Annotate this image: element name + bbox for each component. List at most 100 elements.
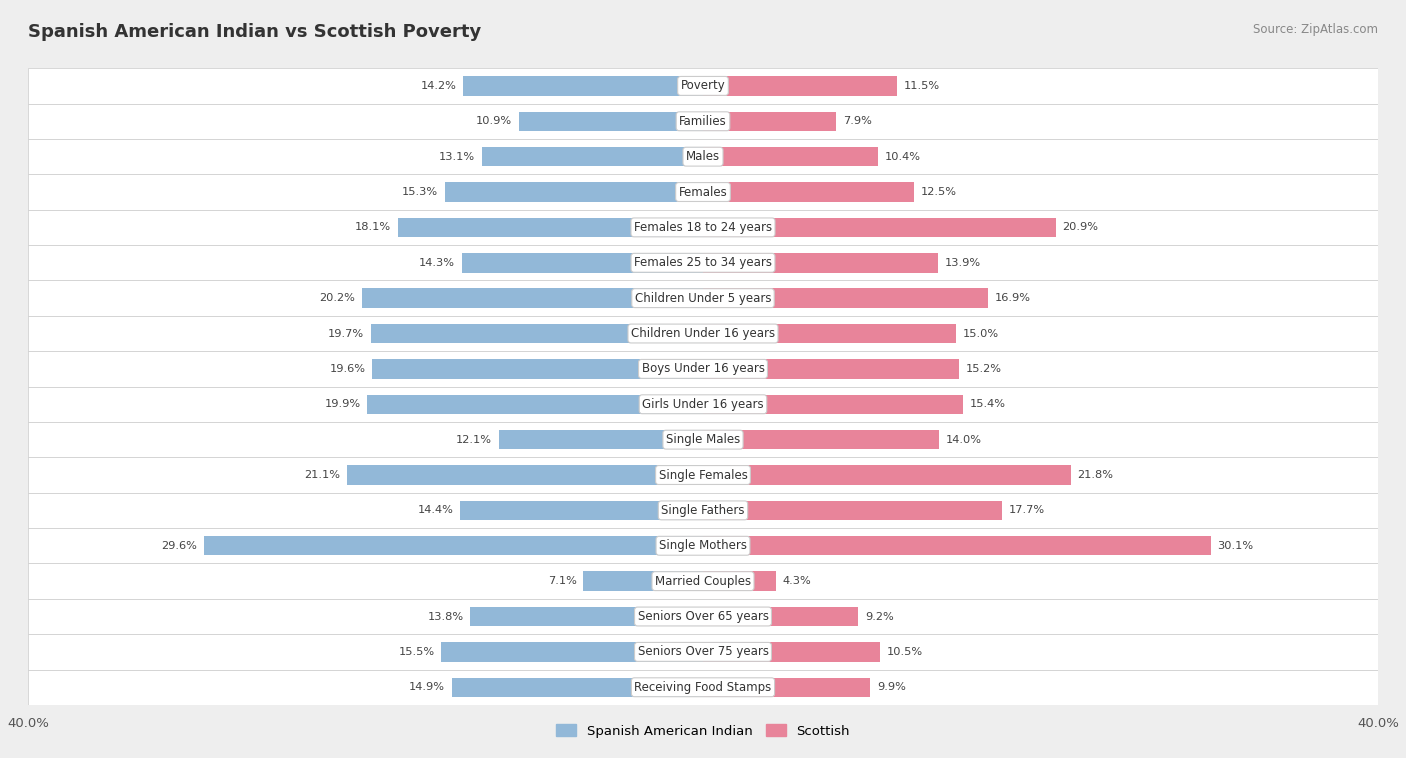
Bar xyxy=(28,422,1378,457)
Bar xyxy=(28,351,1378,387)
Bar xyxy=(28,528,1378,563)
Bar xyxy=(398,218,703,237)
Text: 19.6%: 19.6% xyxy=(329,364,366,374)
Text: Children Under 5 years: Children Under 5 years xyxy=(634,292,772,305)
Text: 14.4%: 14.4% xyxy=(418,506,453,515)
Text: Receiving Food Stamps: Receiving Food Stamps xyxy=(634,681,772,694)
Text: 14.9%: 14.9% xyxy=(409,682,444,692)
Text: Females: Females xyxy=(679,186,727,199)
Text: 17.7%: 17.7% xyxy=(1008,506,1045,515)
Bar xyxy=(363,288,703,308)
Text: 21.8%: 21.8% xyxy=(1077,470,1114,480)
Text: Females 25 to 34 years: Females 25 to 34 years xyxy=(634,256,772,269)
Bar xyxy=(703,642,880,662)
Bar xyxy=(347,465,703,485)
Bar xyxy=(28,634,1378,669)
Bar xyxy=(28,599,1378,634)
Bar xyxy=(703,465,1071,485)
Bar xyxy=(460,501,703,520)
Text: 13.1%: 13.1% xyxy=(439,152,475,161)
Bar xyxy=(703,183,914,202)
Bar xyxy=(204,536,703,556)
Bar xyxy=(28,387,1378,422)
Bar xyxy=(28,457,1378,493)
Bar xyxy=(28,563,1378,599)
Text: Source: ZipAtlas.com: Source: ZipAtlas.com xyxy=(1253,23,1378,36)
Text: 12.5%: 12.5% xyxy=(921,187,956,197)
Bar xyxy=(28,139,1378,174)
Text: 19.9%: 19.9% xyxy=(325,399,360,409)
Bar xyxy=(28,245,1378,280)
Text: Seniors Over 65 years: Seniors Over 65 years xyxy=(637,610,769,623)
Bar xyxy=(28,104,1378,139)
Bar xyxy=(703,536,1211,556)
Bar xyxy=(461,253,703,273)
Text: Girls Under 16 years: Girls Under 16 years xyxy=(643,398,763,411)
Bar xyxy=(703,394,963,414)
Text: 4.3%: 4.3% xyxy=(782,576,811,586)
Text: 13.9%: 13.9% xyxy=(945,258,980,268)
Bar xyxy=(703,253,938,273)
Bar xyxy=(703,218,1056,237)
Bar xyxy=(703,359,959,379)
Bar xyxy=(703,77,897,96)
Bar xyxy=(464,77,703,96)
Bar xyxy=(519,111,703,131)
Text: Families: Families xyxy=(679,114,727,128)
Bar xyxy=(441,642,703,662)
Text: 10.4%: 10.4% xyxy=(886,152,921,161)
Text: Seniors Over 75 years: Seniors Over 75 years xyxy=(637,645,769,659)
Bar xyxy=(28,669,1378,705)
Text: 21.1%: 21.1% xyxy=(304,470,340,480)
Text: 15.2%: 15.2% xyxy=(966,364,1002,374)
Text: 16.9%: 16.9% xyxy=(995,293,1031,303)
Bar xyxy=(703,572,776,591)
Bar xyxy=(583,572,703,591)
Bar xyxy=(28,316,1378,351)
Text: Poverty: Poverty xyxy=(681,80,725,92)
Text: 30.1%: 30.1% xyxy=(1218,540,1254,551)
Text: 14.3%: 14.3% xyxy=(419,258,456,268)
Text: 15.3%: 15.3% xyxy=(402,187,439,197)
Text: Single Males: Single Males xyxy=(666,433,740,446)
Bar xyxy=(444,183,703,202)
Text: 11.5%: 11.5% xyxy=(904,81,939,91)
Text: 19.7%: 19.7% xyxy=(328,328,364,339)
Bar xyxy=(703,501,1001,520)
Bar xyxy=(703,147,879,167)
Text: 13.8%: 13.8% xyxy=(427,612,464,622)
Text: 14.2%: 14.2% xyxy=(420,81,457,91)
Bar xyxy=(703,324,956,343)
Text: 15.4%: 15.4% xyxy=(970,399,1005,409)
Bar xyxy=(482,147,703,167)
Bar xyxy=(28,493,1378,528)
Text: 18.1%: 18.1% xyxy=(354,222,391,233)
Text: 9.2%: 9.2% xyxy=(865,612,894,622)
Text: 15.5%: 15.5% xyxy=(399,647,434,657)
Text: Males: Males xyxy=(686,150,720,163)
Bar xyxy=(371,324,703,343)
Bar xyxy=(470,607,703,626)
Bar xyxy=(703,288,988,308)
Bar xyxy=(703,678,870,697)
Bar xyxy=(499,430,703,449)
Bar xyxy=(28,174,1378,210)
Text: 29.6%: 29.6% xyxy=(160,540,197,551)
Bar xyxy=(451,678,703,697)
Text: 15.0%: 15.0% xyxy=(963,328,998,339)
Text: Single Fathers: Single Fathers xyxy=(661,504,745,517)
Text: 7.1%: 7.1% xyxy=(547,576,576,586)
Bar xyxy=(28,210,1378,245)
Bar xyxy=(367,394,703,414)
Legend: Spanish American Indian, Scottish: Spanish American Indian, Scottish xyxy=(551,719,855,743)
Text: 12.1%: 12.1% xyxy=(456,434,492,445)
Text: 10.9%: 10.9% xyxy=(477,116,512,127)
Text: Boys Under 16 years: Boys Under 16 years xyxy=(641,362,765,375)
Bar xyxy=(703,430,939,449)
Bar xyxy=(703,111,837,131)
Bar xyxy=(373,359,703,379)
Text: Married Couples: Married Couples xyxy=(655,575,751,587)
Bar xyxy=(28,68,1378,104)
Text: Children Under 16 years: Children Under 16 years xyxy=(631,327,775,340)
Bar xyxy=(703,607,858,626)
